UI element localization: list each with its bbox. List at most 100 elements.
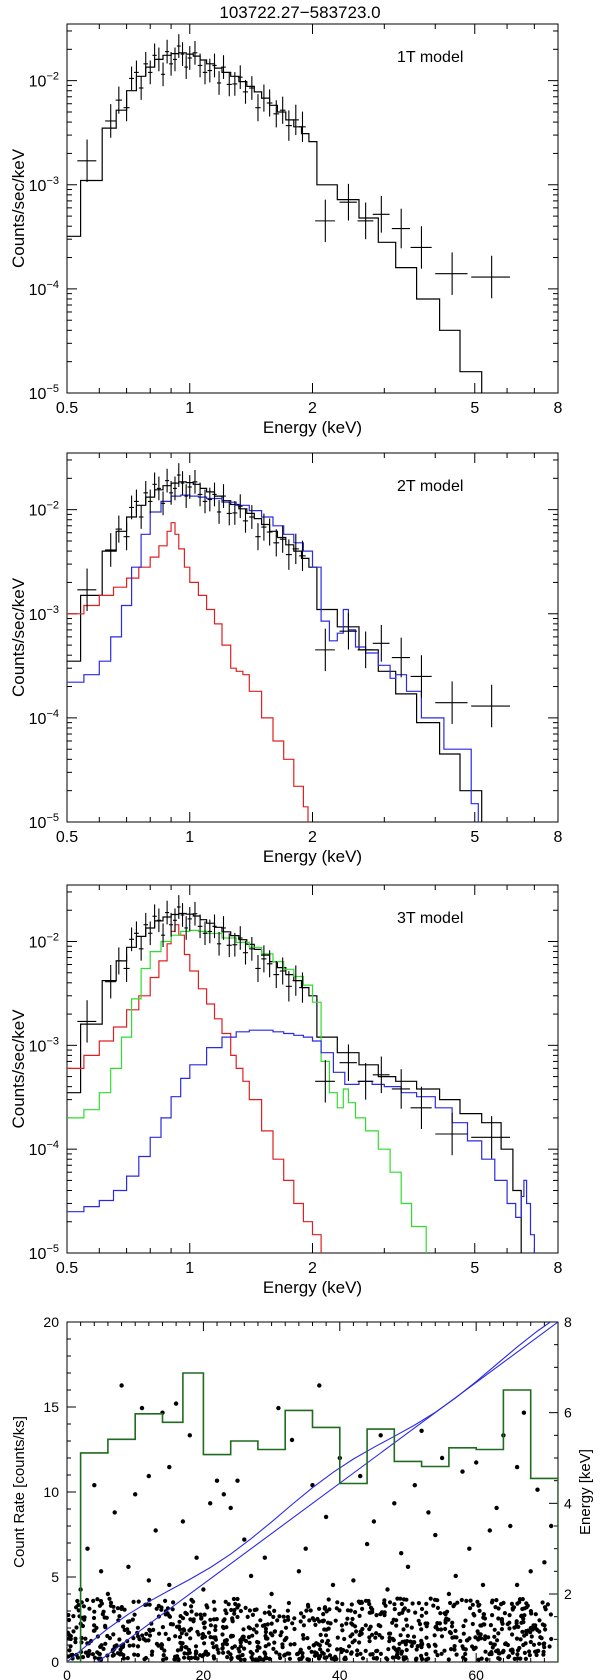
photon-dot: [194, 1555, 199, 1560]
photon-dot: [269, 1591, 274, 1597]
data-point: [372, 624, 390, 662]
photon-dot: [426, 1644, 432, 1649]
photon-dot: [495, 1638, 500, 1643]
photon-dot: [450, 1620, 455, 1625]
photon-dot: [541, 1649, 546, 1654]
data-point: [471, 684, 510, 728]
photon-dot: [393, 1647, 398, 1652]
data-point: [221, 916, 226, 940]
photon-dot: [277, 1614, 282, 1619]
photon-dot: [374, 1631, 379, 1636]
x-tick-label: 20: [196, 1667, 212, 1680]
photon-dot: [267, 1604, 272, 1609]
photon-dot: [433, 1649, 438, 1654]
photon-dot: [349, 1651, 354, 1656]
photon-dot: [416, 1601, 421, 1606]
photon-dot: [281, 1614, 286, 1619]
photon-dot: [198, 1653, 203, 1658]
photon-dot: [533, 1612, 538, 1617]
photon-dot: [246, 1635, 251, 1640]
photon-dot: [516, 1624, 521, 1629]
plot-frame: [66, 452, 559, 823]
photon-dot: [292, 1616, 297, 1621]
photon-dot: [517, 1600, 522, 1605]
photon-dot: [215, 1647, 220, 1652]
photon-dot: [318, 1632, 323, 1637]
model-curves: [67, 52, 483, 393]
photon-dot: [85, 1546, 90, 1551]
photon-dot: [490, 1645, 495, 1650]
data-point: [237, 926, 243, 950]
photon-dot: [101, 1609, 106, 1614]
data-point: [138, 505, 144, 529]
photon-dot: [135, 1644, 141, 1649]
photon-dot: [318, 1647, 323, 1652]
y-tick-label: 10−2: [29, 71, 59, 91]
data-point: [173, 47, 177, 72]
photon-dot: [143, 1638, 148, 1643]
photon-dot: [489, 1600, 495, 1605]
photon-dot: [305, 1657, 310, 1662]
photon-dot: [223, 1599, 228, 1604]
photon-dot: [177, 1635, 183, 1640]
photon-dot: [419, 1640, 424, 1646]
photon-dot: [387, 1639, 392, 1644]
photon-dot: [139, 1405, 145, 1411]
data-point: [216, 500, 222, 524]
photon-dot: [121, 1652, 126, 1658]
x-tick-label: 1: [185, 400, 194, 417]
photon-dot: [257, 1655, 262, 1660]
photon-dot: [404, 1623, 410, 1628]
photon-dot: [320, 1618, 325, 1624]
photon-dot: [382, 1601, 387, 1606]
photon-dot: [225, 1655, 230, 1660]
photon-dot: [398, 1633, 403, 1638]
photon-dot: [102, 1615, 107, 1620]
photon-dot: [510, 1607, 515, 1612]
photon-dot: [325, 1648, 330, 1653]
photon-dot: [300, 1654, 305, 1659]
data-point: [138, 936, 144, 961]
figure-title: 103722.27−583723.0: [219, 3, 380, 22]
photon-dot: [470, 1602, 475, 1607]
photon-dot: [392, 1607, 397, 1612]
x-tick-label: 1: [185, 829, 194, 846]
photon-dot: [297, 1656, 302, 1662]
data-point: [202, 489, 208, 514]
data-point: [197, 914, 203, 939]
data-point: [471, 1116, 510, 1159]
photon-dot: [114, 1643, 119, 1648]
photon-dot: [537, 1618, 542, 1623]
photon-dot: [542, 1645, 547, 1650]
photon-dot: [514, 1636, 520, 1641]
photon-dot: [235, 1605, 240, 1610]
data-point: [242, 940, 249, 965]
y-left-tick-label: 10: [43, 1484, 59, 1500]
photon-dot: [454, 1635, 459, 1640]
photon-dot: [245, 1614, 250, 1619]
photon-dot: [378, 1433, 383, 1438]
photon-dot: [404, 1647, 409, 1653]
data-point: [279, 957, 286, 985]
data-point: [410, 1086, 432, 1130]
photon-dot: [189, 1597, 194, 1602]
data-point: [169, 51, 174, 76]
photon-dot: [507, 1626, 512, 1631]
photon-dot: [483, 1649, 488, 1654]
photon-dot: [127, 1619, 132, 1624]
photon-dot: [166, 1637, 171, 1642]
photon-dot: [403, 1655, 408, 1660]
photon-dot: [387, 1631, 392, 1636]
photon-dot: [542, 1560, 547, 1565]
data-point: [232, 501, 238, 525]
photon-dot: [528, 1639, 533, 1645]
photon-dot: [288, 1642, 293, 1647]
photon-dot: [272, 1608, 277, 1613]
data-point: [123, 954, 130, 982]
photon-dot: [194, 1612, 199, 1617]
data-point: [176, 895, 181, 919]
photon-dot: [403, 1642, 408, 1647]
photon-dot: [478, 1632, 483, 1637]
photon-dot: [289, 1437, 295, 1443]
